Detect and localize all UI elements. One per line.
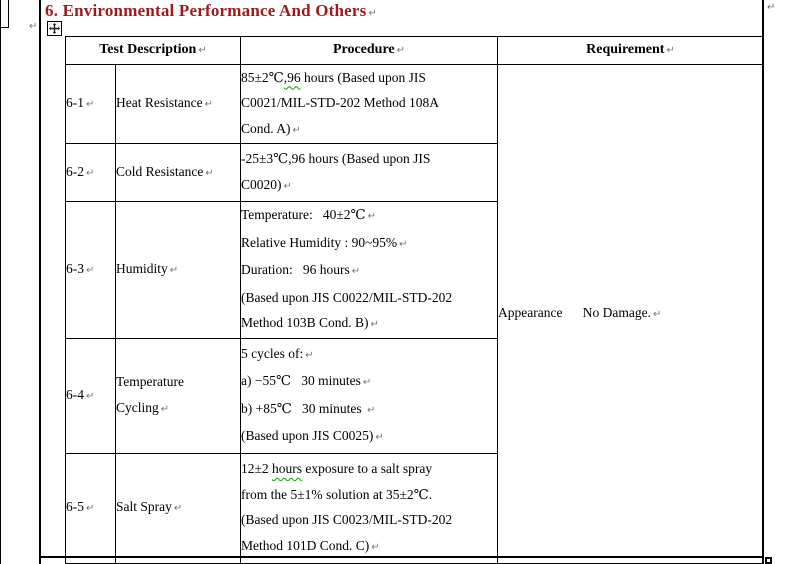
table-row: 6-2 ↵ Cold Resistance ↵ -25±3℃,96 hours (Bas… (65, 143, 764, 202)
procedure-cell[interactable]: 5 cycles of: ↵ a) −55℃ 30 minutes ↵ b) +85℃ … (240, 337, 498, 454)
text-line: (Based upon JIS C0025) ↵ (241, 428, 384, 443)
test-name-cell[interactable]: Temperature Cycling ↵ (115, 337, 241, 454)
text-line: Temperature (116, 374, 185, 389)
text-line: a) −55℃ 30 minutes ↵ (241, 373, 372, 388)
linebreak-mark: ↵ (283, 180, 292, 192)
paragraph-mark: ↵ (767, 2, 776, 13)
text-line: from the 5±1% solution at 35±2℃. (241, 486, 433, 502)
text-line: 6-5 ↵ (66, 499, 95, 515)
text-line: 6-2 ↵ (66, 163, 95, 179)
test-name-cell[interactable]: Cold Resistance ↵ (115, 143, 241, 202)
table-move-handle[interactable] (47, 21, 62, 36)
text-line: Humidity ↵ (116, 261, 179, 276)
linebreak-mark: ↵ (86, 167, 95, 179)
text-line: Method 101D Cond. C) ↵ (241, 537, 380, 553)
linebreak-mark: ↵ (396, 45, 406, 56)
previous-table-corner-line-h (0, 27, 9, 28)
text-line: Duration: 96 hours ↵ (241, 262, 361, 277)
linebreak-mark: ↵ (368, 8, 378, 19)
procedure-cell[interactable]: 85±2℃,96 hours (Based upon JIS C0021/MIL-… (240, 63, 498, 144)
requirement-cell[interactable]: Appearance No Damage. ↵ (497, 63, 764, 564)
text-line: Cond. A) ↵ (241, 120, 301, 136)
linebreak-mark: ↵ (399, 238, 408, 250)
text-line: Cold Resistance ↵ (116, 163, 214, 179)
section-title[interactable]: 6. Environmental Performance And Others ↵ (45, 1, 377, 21)
test-name-cell[interactable]: Salt Spray ↵ (115, 452, 241, 564)
text-line: Appearance No Damage. ↵ (498, 304, 662, 320)
text-line: C0020) ↵ (241, 176, 292, 192)
linebreak-mark: ↵ (305, 349, 314, 361)
text-line: Heat Resistance ↵ (116, 95, 213, 110)
text-line: Procedure ↵ (332, 42, 406, 57)
test-id-cell[interactable]: 6-2 ↵ (65, 143, 116, 202)
text-line: (Based upon JIS C0022/MIL-STD-202 (241, 289, 453, 305)
linebreak-mark: ↵ (366, 404, 376, 416)
text-line: Salt Spray ↵ (116, 499, 183, 515)
test-name-cell[interactable]: Humidity ↵ (115, 201, 241, 339)
test-name-cell[interactable]: Heat Resistance ↵ (115, 63, 241, 144)
spellcheck-underline: hours (272, 461, 303, 476)
text-line: b) +85℃ 30 minutes ↵ (241, 400, 376, 416)
text-line: Relative Humidity : 90~95% ↵ (241, 234, 408, 250)
linebreak-mark: ↵ (86, 99, 95, 110)
linebreak-mark: ↵ (86, 265, 95, 276)
text-line: Test Description ↵ (99, 42, 207, 57)
linebreak-mark: ↵ (204, 99, 213, 110)
text-line: 12±2 hours exposure to a salt spray (241, 461, 433, 476)
procedure-cell[interactable]: -25±3℃,96 hours (Based upon JIS C0020) ↵ (240, 143, 498, 202)
linebreak-mark: ↵ (169, 265, 179, 276)
text-line: 6-3 ↵ (66, 261, 95, 276)
test-id-cell[interactable]: 6-5 ↵ (65, 452, 116, 564)
test-id-cell[interactable]: 6-4 ↵ (65, 337, 116, 454)
previous-table-corner-line-v (8, 0, 9, 27)
linebreak-mark: ↵ (652, 308, 662, 320)
linebreak-mark: ↵ (351, 266, 361, 277)
spellcheck-underline: ,96 (283, 69, 301, 85)
table-row: 6-4 ↵ Temperature Cycling ↵ 5 cycles of: ↵ a) −… (65, 337, 764, 454)
linebreak-mark: ↵ (367, 211, 377, 222)
section-title-text: 6. Environmental Performance And Others (45, 1, 367, 20)
linebreak-mark: ↵ (160, 403, 170, 415)
text-line: Requirement ↵ (586, 42, 675, 57)
paragraph-mark: ↵ (29, 21, 38, 32)
linebreak-mark: ↵ (198, 45, 207, 56)
linebreak-mark: ↵ (86, 503, 95, 515)
environmental-tests-table: Test Description ↵ Procedure ↵ Requirement ↵ 6… (65, 36, 764, 564)
linebreak-mark: ↵ (86, 390, 95, 402)
text-line: 6-1 ↵ (66, 95, 95, 110)
header-row: Test Description ↵ Procedure ↵ Requirement ↵ (65, 36, 764, 65)
test-id-cell[interactable]: 6-1 ↵ (65, 63, 116, 144)
table-row: 6-1 ↵ Heat Resistance ↵ 85±2℃,96 hours (Base… (65, 63, 764, 564)
linebreak-mark: ↵ (173, 503, 183, 515)
linebreak-mark: ↵ (362, 377, 372, 388)
table-row: 6-5 ↵ Salt Spray ↵ 12±2 hours exposure to a … (65, 452, 764, 564)
linebreak-mark: ↵ (375, 432, 384, 443)
procedure-cell[interactable]: Temperature: 40±2℃ ↵ Relative Humidity : 9… (240, 201, 498, 339)
header-requirement[interactable]: Requirement ↵ (497, 36, 764, 65)
text-line: Method 103B Cond. B) ↵ (241, 315, 379, 330)
header-procedure[interactable]: Procedure ↵ (240, 36, 498, 65)
header-test-description[interactable]: Test Description ↵ (65, 36, 241, 65)
procedure-cell[interactable]: 12±2 hours exposure to a salt spray from … (240, 452, 498, 564)
test-id-cell[interactable]: 6-3 ↵ (65, 201, 116, 339)
linebreak-mark: ↵ (370, 319, 379, 330)
move-arrows-icon (49, 23, 60, 34)
linebreak-mark: ↵ (292, 124, 301, 136)
table-row: 6-3 ↵ Humidity ↵ Temperature: 40±2℃ ↵ Relative… (65, 201, 764, 339)
linebreak-mark: ↵ (666, 45, 675, 56)
text-line: C0021/MIL-STD-202 Method 108A (241, 95, 440, 110)
text-line: -25±3℃,96 hours (Based upon JIS (241, 151, 431, 166)
linebreak-mark: ↵ (371, 541, 380, 553)
text-line: Temperature: 40±2℃ ↵ (241, 207, 377, 222)
text-line: 6-4 ↵ (66, 386, 95, 402)
table-resize-handle[interactable] (765, 557, 772, 564)
linebreak-mark: ↵ (205, 167, 214, 179)
window-left-edge (0, 0, 1, 564)
page-frame-left-border (39, 0, 41, 564)
text-line: (Based upon JIS C0023/MIL-STD-202 (241, 512, 453, 527)
text-line: Cycling ↵ (116, 399, 170, 415)
text-line: 85±2℃,96 hours (Based upon JIS (241, 69, 426, 85)
text-line: 5 cycles of: ↵ (241, 345, 314, 361)
